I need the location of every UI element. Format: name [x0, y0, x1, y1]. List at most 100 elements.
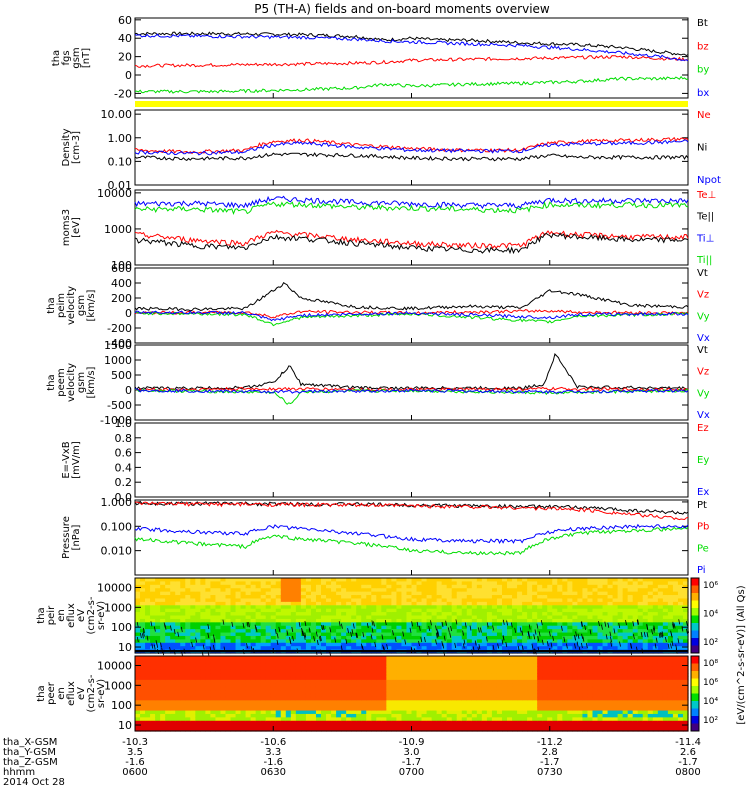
spectrogram-cell	[522, 639, 528, 644]
spectrogram-cell	[461, 700, 468, 705]
spectrogram-cell	[170, 581, 176, 586]
spectrogram-cell	[466, 612, 473, 617]
spectrogram-cell	[517, 696, 523, 701]
spectrogram-cell	[446, 595, 453, 600]
spectrogram-cell	[396, 700, 403, 705]
spectrogram-cell	[230, 679, 237, 684]
spectrogram-cell	[411, 720, 418, 725]
spectrogram-cell	[220, 625, 227, 630]
spectrogram-cell	[341, 703, 347, 708]
spectrogram-cell	[150, 615, 156, 620]
spectrogram-cell	[532, 673, 538, 678]
spectrogram-cell	[537, 581, 543, 586]
spectrogram-cell	[351, 693, 357, 698]
spectrogram-cell	[135, 703, 141, 708]
spectrogram-cell	[250, 713, 257, 718]
spectrogram-cell	[376, 696, 382, 701]
spectrogram-cell	[220, 608, 227, 613]
spectrogram-cell	[230, 727, 237, 732]
series-group-temperature	[134, 195, 689, 255]
spectrogram-cell	[260, 686, 267, 691]
spectrogram-cell	[582, 642, 589, 647]
spectrogram-cell	[200, 713, 206, 718]
spectrogram-cell	[682, 615, 689, 620]
spectrogram-cell	[587, 639, 594, 644]
spectrogram-cell	[577, 595, 584, 600]
spectrogram-cell	[532, 618, 538, 623]
spectrogram-cell	[180, 696, 186, 701]
spectrogram-cell	[517, 707, 523, 712]
spectrogram-cell	[145, 727, 151, 732]
spectrogram-cell	[160, 601, 166, 606]
spectrogram-cell	[406, 656, 413, 661]
spectrogram-cell	[512, 686, 518, 691]
spectrogram-cell	[642, 639, 649, 644]
spectrogram-cell	[285, 659, 292, 664]
spectrogram-cell	[401, 646, 408, 651]
spectrogram-cell	[175, 581, 181, 586]
spectrogram-cell	[210, 625, 217, 630]
spectrogram-cell	[406, 588, 413, 593]
spectrogram-cell	[431, 669, 438, 674]
spectrogram-cell	[215, 629, 222, 634]
spectrogram-cell	[637, 608, 644, 613]
spectrogram-cell	[295, 679, 302, 684]
spectrogram-cell	[185, 584, 191, 589]
spectrogram-cell	[637, 642, 644, 647]
spectrogram-cell	[155, 598, 161, 603]
spectrogram-cell	[386, 625, 392, 630]
spectrogram-cell	[150, 608, 156, 613]
spectrogram-cell	[265, 659, 272, 664]
spectrogram-cell	[532, 710, 538, 715]
spectrogram-cell	[451, 612, 458, 617]
spectrogram-cell	[476, 625, 483, 630]
spectrogram-cell	[235, 683, 242, 688]
spectrogram-cell	[195, 581, 201, 586]
spectrogram-cell	[321, 612, 327, 617]
spectrogram-cell	[532, 686, 538, 691]
spectrogram-cell	[602, 578, 609, 583]
spectrogram-cell	[577, 696, 584, 701]
spectrogram-cell	[310, 656, 317, 661]
spectrogram-cell	[662, 642, 669, 647]
spectrogram-cell	[411, 696, 418, 701]
spectrogram-cell	[235, 625, 242, 630]
spectrogram-cell	[647, 598, 654, 603]
spectrogram-cell	[215, 717, 222, 722]
spectrogram-cell	[416, 690, 423, 695]
spectrogram-cell	[542, 578, 548, 583]
spectrogram-cell	[396, 598, 403, 603]
spectrogram-cell	[290, 707, 297, 712]
spectrogram-cell	[275, 686, 282, 691]
spectrogram-cell	[451, 673, 458, 678]
spectrogram-cell	[461, 727, 468, 732]
spectrogram-cell	[240, 591, 247, 596]
spectrogram-cell	[376, 717, 382, 722]
spectrogram-cell	[391, 578, 398, 583]
spectrogram-cell	[285, 720, 292, 725]
spectrogram-cell	[672, 635, 679, 640]
speckle-mark	[604, 621, 607, 627]
spectrogram-cell	[471, 632, 478, 637]
spectrogram-cell	[451, 717, 458, 722]
speckle-mark	[416, 621, 419, 627]
spectrogram-cell	[160, 598, 166, 603]
spectrogram-cell	[145, 588, 151, 593]
y-tick-label: 20	[118, 51, 132, 64]
spectrogram-cell	[275, 642, 282, 647]
spectrogram-cell	[572, 669, 578, 674]
spectrogram-cell	[175, 673, 181, 678]
spectrogram-cell	[245, 608, 252, 613]
spectrogram-cell	[426, 666, 433, 671]
spectrogram-cell	[642, 581, 649, 586]
spectrogram-cell	[280, 629, 287, 634]
spectrogram-cell	[190, 727, 196, 732]
spectrogram-cell	[436, 615, 443, 620]
spectrogram-cell	[205, 591, 212, 596]
spectrogram-cell	[617, 618, 624, 623]
spectrogram-cell	[471, 666, 478, 671]
spectrogram-cell	[150, 659, 156, 664]
spectrogram-cell	[416, 673, 423, 678]
spectrogram-cell	[305, 642, 312, 647]
spectrogram-cell	[612, 601, 619, 606]
